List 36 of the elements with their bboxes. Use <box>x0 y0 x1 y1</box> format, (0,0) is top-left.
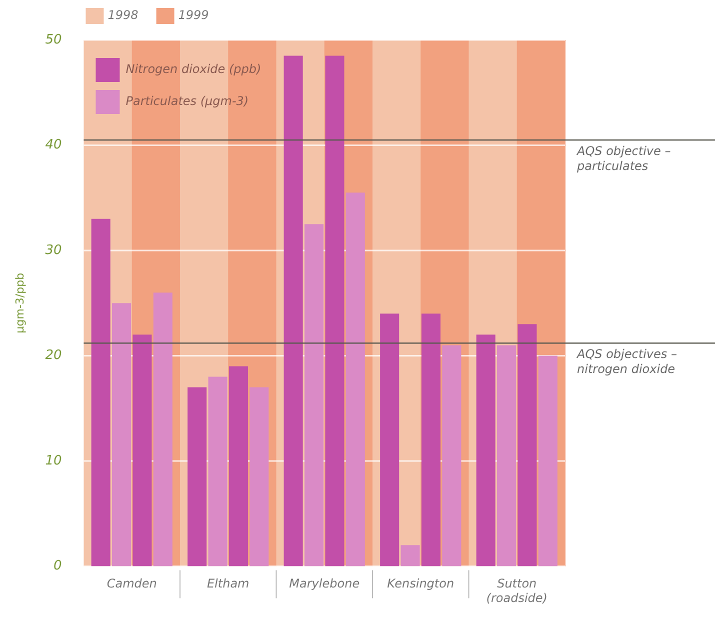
x-tick-label: Camden <box>106 576 157 591</box>
y-tick-label: 30 <box>45 242 62 258</box>
x-tick-label: Kensington <box>387 576 454 591</box>
ref-line-label: AQS objectives – nitrogen dioxide <box>576 347 677 376</box>
x-tick-label: Marylebone <box>289 576 360 591</box>
legend-label: 1999 <box>178 8 209 22</box>
bar <box>400 545 420 566</box>
legend-label: Nitrogen dioxide (ppb) <box>126 62 262 76</box>
bar <box>250 387 269 566</box>
legend-label: Particulates (µgm-3) <box>126 94 249 108</box>
bar <box>538 356 558 566</box>
bar <box>91 218 110 566</box>
y-tick-label: 50 <box>45 32 62 48</box>
bar <box>442 345 462 566</box>
bar <box>497 345 516 566</box>
x-tick-label: Eltham <box>206 576 250 591</box>
legend-label: 1998 <box>108 8 139 22</box>
bar <box>228 366 248 566</box>
ref-line-label: AQS objective – particulates <box>576 144 671 174</box>
bar <box>304 224 324 566</box>
y-tick-label: 0 <box>53 558 62 574</box>
bar <box>112 303 132 566</box>
bar <box>208 376 228 566</box>
bar <box>518 324 537 566</box>
bar <box>153 292 172 566</box>
bar <box>188 387 207 566</box>
y-tick-label: 40 <box>45 138 62 153</box>
bar <box>421 314 440 566</box>
y-tick-label: 20 <box>45 348 62 364</box>
bar <box>132 334 152 566</box>
y-axis-title: µgm-3/ppb <box>13 272 26 334</box>
bar <box>346 192 365 566</box>
bar <box>380 314 400 566</box>
y-tick-label: 10 <box>45 453 62 468</box>
x-tick-label: Sutton (roadside) <box>486 576 548 605</box>
bar <box>476 334 496 566</box>
